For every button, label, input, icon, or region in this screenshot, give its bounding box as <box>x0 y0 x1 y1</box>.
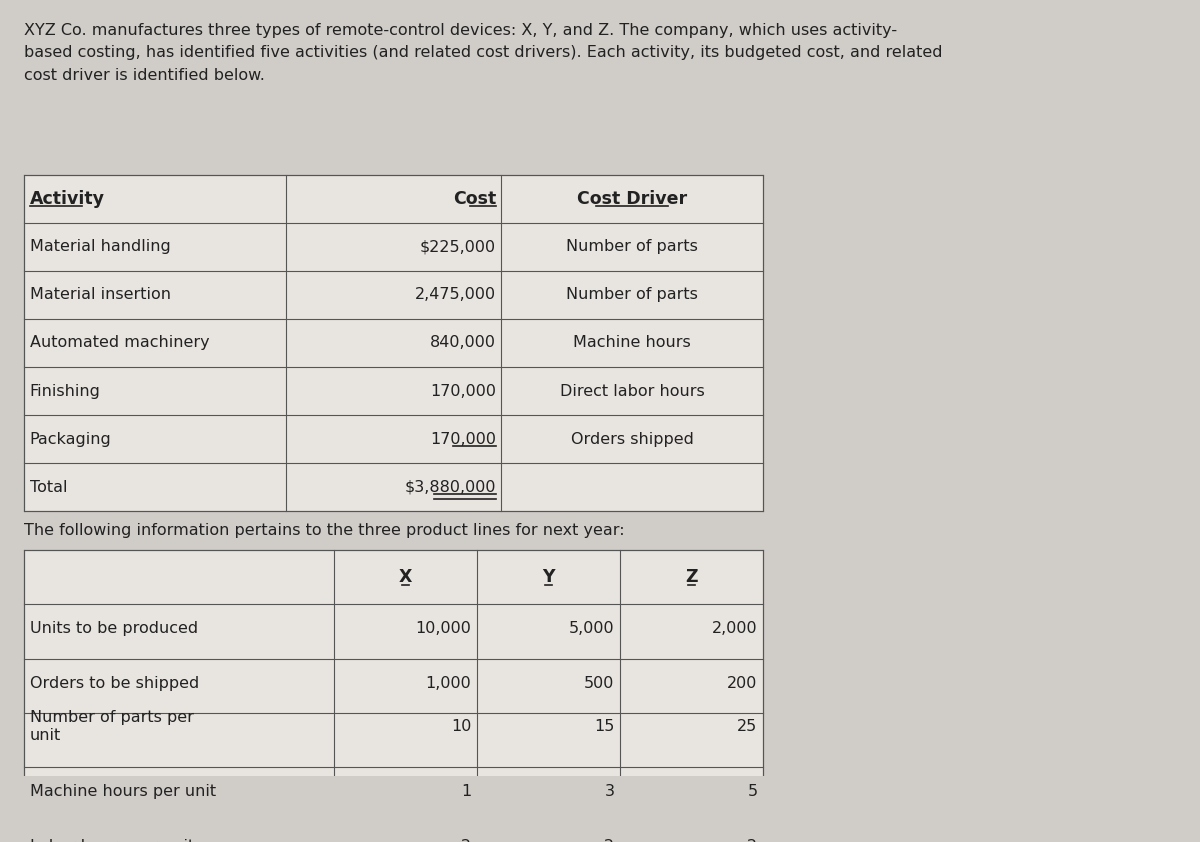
Text: The following information pertains to the three product lines for next year:: The following information pertains to th… <box>24 523 624 538</box>
Text: Units to be produced: Units to be produced <box>30 621 198 637</box>
Text: 10: 10 <box>451 719 472 734</box>
Text: 2,000: 2,000 <box>712 621 757 637</box>
Text: Packaging: Packaging <box>30 432 112 446</box>
Text: Total: Total <box>30 480 67 495</box>
Text: 170,000: 170,000 <box>431 383 497 398</box>
Text: Number of parts: Number of parts <box>566 239 698 254</box>
Text: Number of parts per
unit: Number of parts per unit <box>30 711 193 743</box>
Text: 15: 15 <box>594 719 614 734</box>
Text: $225,000: $225,000 <box>420 239 497 254</box>
Text: Labor hours per unit: Labor hours per unit <box>30 839 194 842</box>
Text: 2: 2 <box>748 839 757 842</box>
Text: Number of parts: Number of parts <box>566 287 698 302</box>
Text: 500: 500 <box>584 675 614 690</box>
Text: Automated machinery: Automated machinery <box>30 335 210 350</box>
Bar <box>24 174 763 511</box>
Text: 2: 2 <box>461 839 472 842</box>
Text: 1: 1 <box>461 784 472 799</box>
Text: Machine hours per unit: Machine hours per unit <box>30 784 216 799</box>
Text: 170,000: 170,000 <box>431 432 497 446</box>
Text: 5,000: 5,000 <box>569 621 614 637</box>
Text: 3: 3 <box>605 784 614 799</box>
Text: Y: Y <box>542 568 554 586</box>
Text: Cost: Cost <box>452 189 497 208</box>
Text: 200: 200 <box>727 675 757 690</box>
Text: Material handling: Material handling <box>30 239 170 254</box>
Text: $3,880,000: $3,880,000 <box>404 480 497 495</box>
Text: 1,000: 1,000 <box>426 675 472 690</box>
Text: 5: 5 <box>748 784 757 799</box>
Text: 25: 25 <box>737 719 757 734</box>
Text: XYZ Co. manufactures three types of remote-control devices: X, Y, and Z. The com: XYZ Co. manufactures three types of remo… <box>24 24 942 83</box>
Text: 840,000: 840,000 <box>431 335 497 350</box>
Text: 10,000: 10,000 <box>415 621 472 637</box>
Text: Finishing: Finishing <box>30 383 101 398</box>
Text: Orders to be shipped: Orders to be shipped <box>30 675 199 690</box>
Bar <box>24 550 763 842</box>
Text: Direct labor hours: Direct labor hours <box>560 383 704 398</box>
Text: Material insertion: Material insertion <box>30 287 170 302</box>
Text: Cost Driver: Cost Driver <box>577 189 688 208</box>
Text: 2,475,000: 2,475,000 <box>415 287 497 302</box>
Text: Orders shipped: Orders shipped <box>571 432 694 446</box>
Text: Activity: Activity <box>30 189 104 208</box>
Text: Machine hours: Machine hours <box>574 335 691 350</box>
Text: Z: Z <box>685 568 698 586</box>
Text: X: X <box>398 568 413 586</box>
Text: 2: 2 <box>605 839 614 842</box>
